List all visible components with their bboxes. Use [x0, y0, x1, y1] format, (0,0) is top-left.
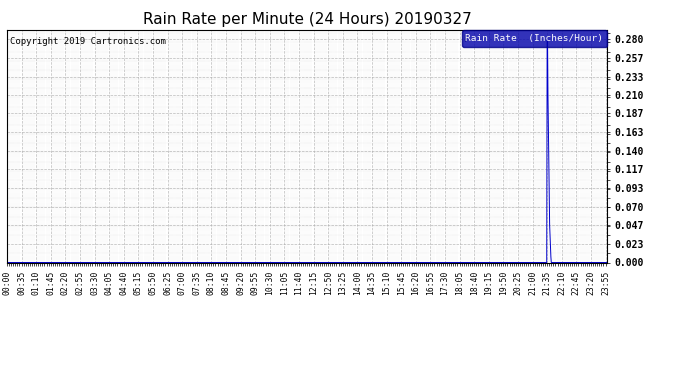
Legend: Rain Rate  (Inches/Hour): Rain Rate (Inches/Hour)	[462, 30, 607, 46]
Text: Copyright 2019 Cartronics.com: Copyright 2019 Cartronics.com	[10, 37, 166, 46]
Title: Rain Rate per Minute (24 Hours) 20190327: Rain Rate per Minute (24 Hours) 20190327	[143, 12, 471, 27]
